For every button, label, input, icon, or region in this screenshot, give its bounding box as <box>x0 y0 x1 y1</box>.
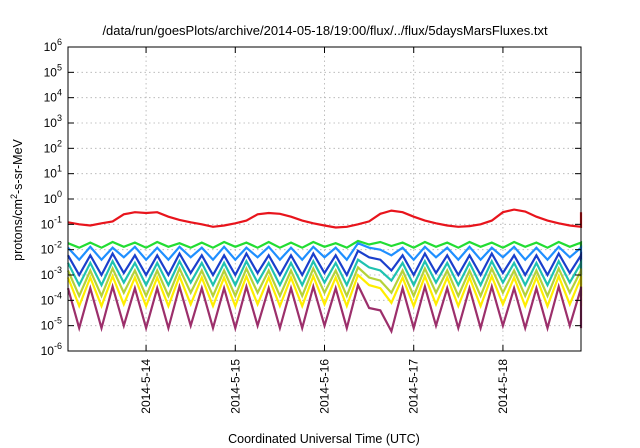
y-tick-label: 10-4 <box>41 290 62 307</box>
y-tick-label: 10-3 <box>41 265 62 282</box>
flux-series-line-5 <box>67 258 583 288</box>
flux-series-line-6 <box>66 265 583 299</box>
x-axis-label: Coordinated Universal Time (UTC) <box>228 432 420 446</box>
y-tick-label: 10-5 <box>41 316 62 333</box>
y-tick-label: 10-6 <box>41 341 62 358</box>
grid <box>68 47 581 351</box>
y-tick-label: 100 <box>44 189 62 206</box>
x-axis-ticks: 2014-5-14 2014-5-15 2014-5-16 2014-5-17 2014… <box>139 47 510 414</box>
y-tick-label: 101 <box>44 164 62 181</box>
x-tick-label: 2014-5-16 <box>318 359 332 414</box>
y-axis-ticks: 10-6 10-5 10-4 10-3 10-2 10-1 100 101 102 103 104 1… <box>41 37 581 358</box>
flux-series-line-3 <box>67 241 583 262</box>
flux-series-line-7 <box>66 273 583 310</box>
flux-series-line-4 <box>67 249 583 278</box>
y-tick-label: 106 <box>44 37 62 54</box>
y-axis-label: protons/cm2-s-sr-MeV <box>9 138 25 260</box>
y-tick-label: 105 <box>44 62 62 79</box>
x-tick-label: 2014-5-15 <box>228 359 242 414</box>
y-tick-label: 102 <box>44 138 62 155</box>
flux-series-line-8 <box>66 281 583 335</box>
y-tick-label: 10-1 <box>41 214 62 231</box>
series-group <box>66 208 583 335</box>
y-tick-label: 103 <box>44 113 62 130</box>
flux-series-line-2 <box>67 239 583 249</box>
x-tick-label: 2014-5-14 <box>139 359 153 414</box>
y-tick-label: 104 <box>44 88 62 105</box>
flux-series-line-1 <box>67 208 583 229</box>
chart-title: /data/run/goesPlots/archive/2014-05-18/1… <box>102 23 548 38</box>
y-tick-label: 10-2 <box>41 240 62 257</box>
x-tick-label: 2014-5-18 <box>496 359 510 414</box>
x-tick-label: 2014-5-17 <box>407 359 421 414</box>
